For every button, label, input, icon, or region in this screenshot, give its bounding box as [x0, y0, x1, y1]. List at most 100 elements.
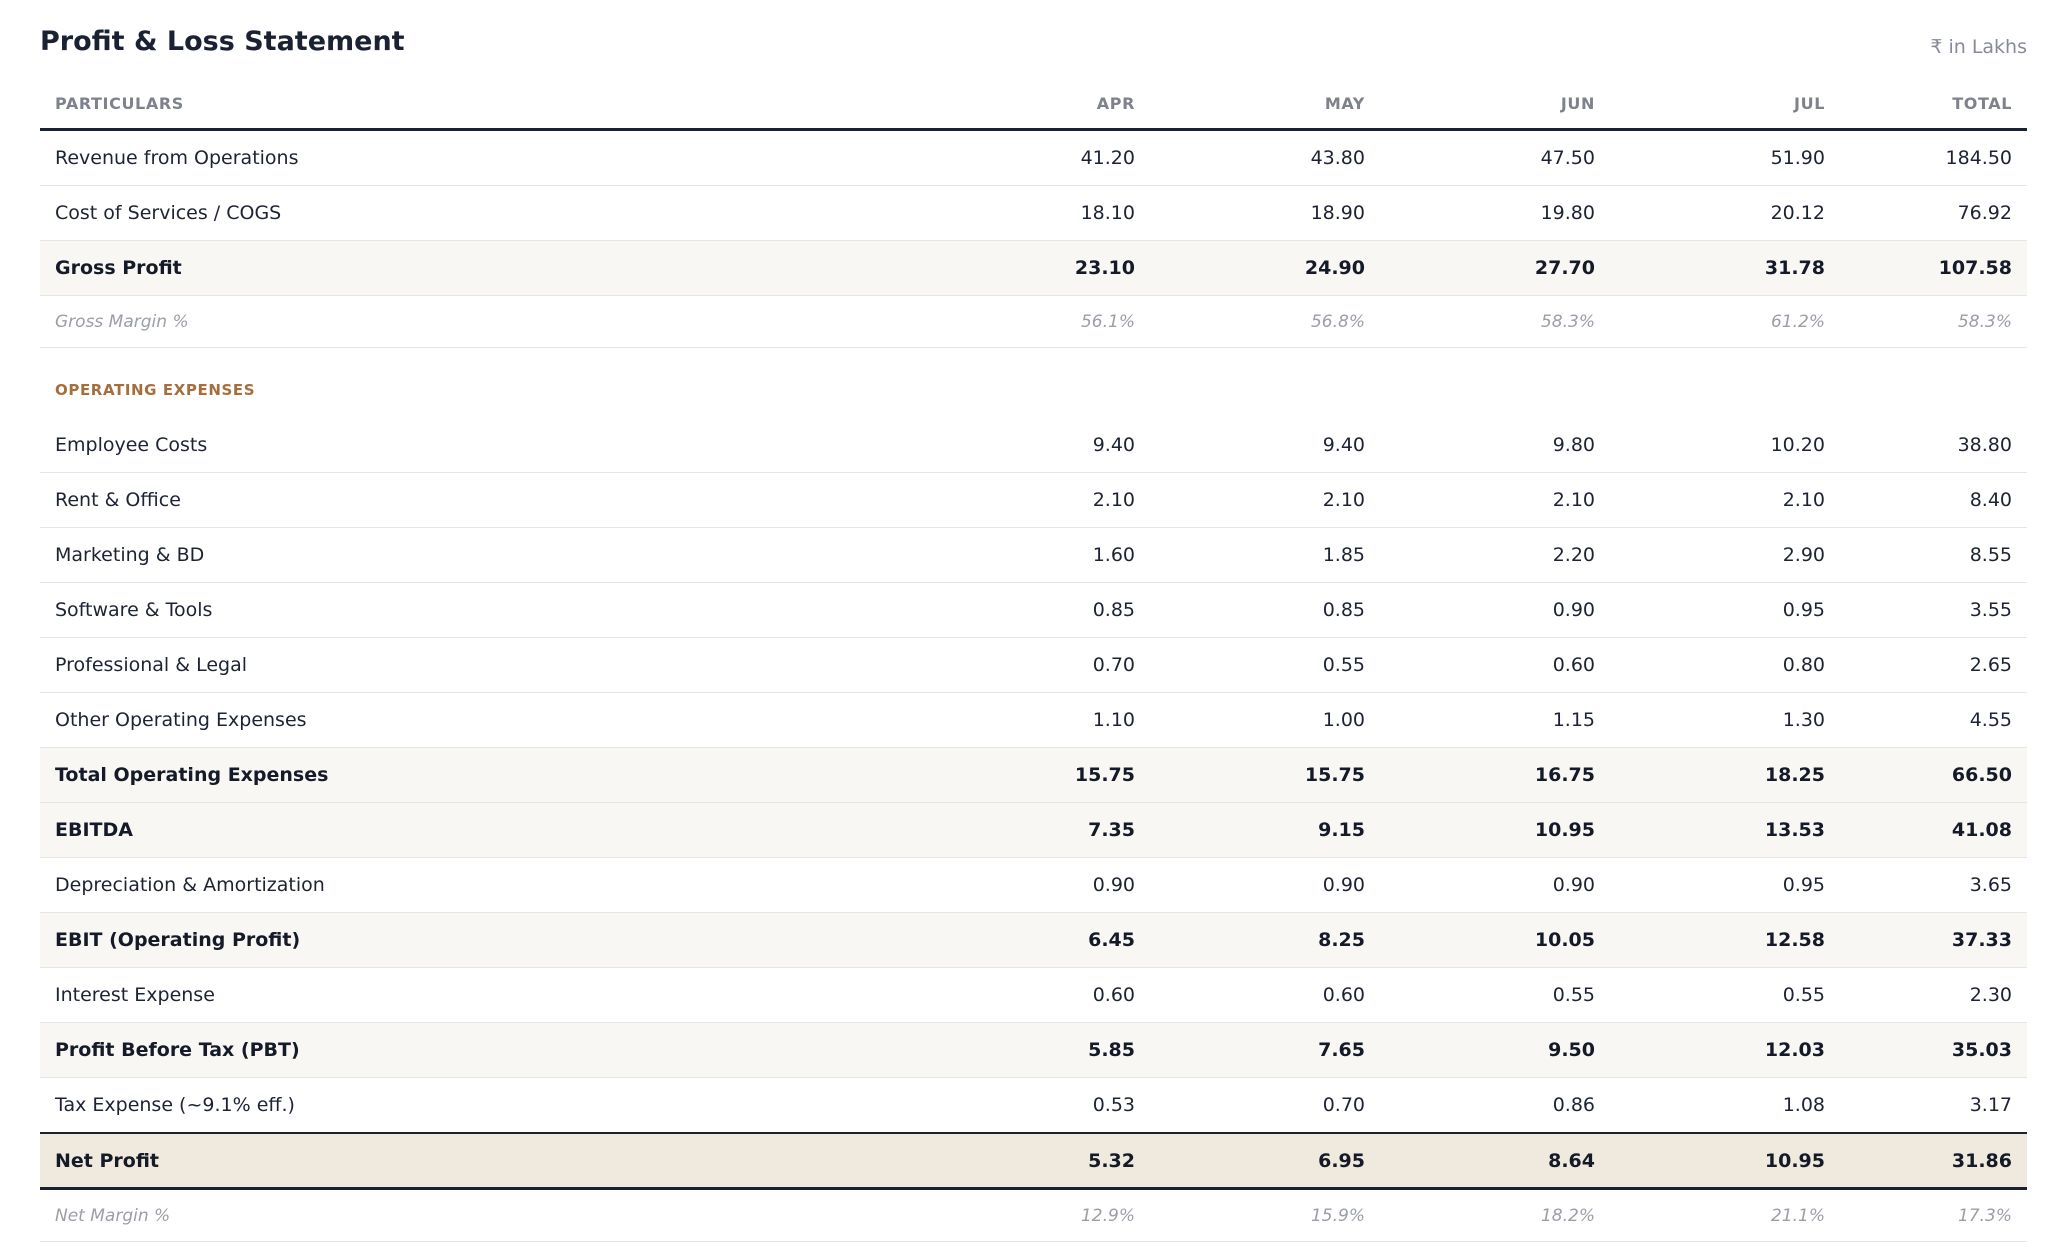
cell-may: 56.8%: [1150, 295, 1380, 348]
table-row: Cost of Services / COGS 18.10 18.90 19.80 20…: [40, 185, 2027, 241]
cell-apr: 1.60: [920, 527, 1150, 583]
cell-jun: 0.55: [1380, 967, 1610, 1023]
table-row: Total Operating Expenses 15.75 15.75 16.75 1…: [40, 747, 2027, 803]
cell-may: 1.85: [1150, 527, 1380, 583]
cell-jun: 27.70: [1380, 240, 1610, 296]
cell-jul: 1.08: [1610, 1077, 1840, 1134]
cell-total: 4.55: [1840, 692, 2027, 748]
cell-apr: 9.40: [920, 418, 1150, 473]
cell-may: 0.55: [1150, 637, 1380, 693]
cell-may: 0.70: [1150, 1077, 1380, 1134]
cell-total: 3.17: [1840, 1077, 2027, 1134]
table-row: Profit Before Tax (PBT) 5.85 7.65 9.50 12.03…: [40, 1022, 2027, 1078]
row-label: Depreciation & Amortization: [40, 857, 920, 913]
cell-apr: 0.60: [920, 967, 1150, 1023]
cell-jun: 10.05: [1380, 912, 1610, 968]
cell-total: 8.55: [1840, 527, 2027, 583]
table-row: Other Operating Expenses 1.10 1.00 1.15 1.30…: [40, 692, 2027, 748]
cell-jun: 58.3%: [1380, 295, 1610, 348]
cell-jun: 0.90: [1380, 857, 1610, 913]
table-row: Net Profit 5.32 6.95 8.64 10.95 31.86: [40, 1132, 2027, 1190]
col-header-total: TOTAL: [1840, 78, 2027, 131]
cell-may: 15.75: [1150, 747, 1380, 803]
cell-jun: 2.20: [1380, 527, 1610, 583]
cell-apr: 56.1%: [920, 295, 1150, 348]
cell-may: 24.90: [1150, 240, 1380, 296]
row-label: Other Operating Expenses: [40, 692, 920, 748]
row-label: Net Profit: [40, 1132, 920, 1190]
table-row: Software & Tools 0.85 0.85 0.90 0.95 3.55: [40, 582, 2027, 638]
row-label: Marketing & BD: [40, 527, 920, 583]
cell-jul: 0.95: [1610, 582, 1840, 638]
cell-total: 66.50: [1840, 747, 2027, 803]
cell-total: 184.50: [1840, 129, 2027, 186]
cell-may: 9.15: [1150, 802, 1380, 858]
cell-jun: 16.75: [1380, 747, 1610, 803]
cell-total: 2.30: [1840, 967, 2027, 1023]
cell-total: 3.65: [1840, 857, 2027, 913]
table-row: EBIT (Operating Profit) 6.45 8.25 10.05 12.5…: [40, 912, 2027, 968]
cell-apr: 6.45: [920, 912, 1150, 968]
cell-may: 18.90: [1150, 185, 1380, 241]
cell-jul: 13.53: [1610, 802, 1840, 858]
cell-jun: 0.86: [1380, 1077, 1610, 1134]
cell-jun: 1.15: [1380, 692, 1610, 748]
table-row: Gross Margin % 56.1% 56.8% 58.3% 61.2% 58.3%: [40, 295, 2027, 348]
cell-jun: 47.50: [1380, 129, 1610, 186]
cell-jul: 2.10: [1610, 472, 1840, 528]
cell-may: 1.00: [1150, 692, 1380, 748]
cell-jul: 61.2%: [1610, 295, 1840, 348]
unit-label: ₹ in Lakhs: [1930, 36, 2027, 58]
cell-jun: 19.80: [1380, 185, 1610, 241]
row-label: Total Operating Expenses: [40, 747, 920, 803]
cell-jul: 12.03: [1610, 1022, 1840, 1078]
cell-apr: 5.85: [920, 1022, 1150, 1078]
cell-total: 107.58: [1840, 240, 2027, 296]
row-label: Net Margin %: [40, 1188, 920, 1242]
section-header-row: OPERATING EXPENSES: [40, 348, 2027, 419]
cell-may: 6.95: [1150, 1132, 1380, 1190]
row-label: Software & Tools: [40, 582, 920, 638]
cell-jun: 10.95: [1380, 802, 1610, 858]
cell-total: 8.40: [1840, 472, 2027, 528]
cell-apr: 0.85: [920, 582, 1150, 638]
cell-jun: 8.64: [1380, 1132, 1610, 1190]
cell-total: 35.03: [1840, 1022, 2027, 1078]
cell-jul: 18.25: [1610, 747, 1840, 803]
cell-jul: 20.12: [1610, 185, 1840, 241]
row-label: Employee Costs: [40, 418, 920, 473]
cell-apr: 1.10: [920, 692, 1150, 748]
page-title: Profit & Loss Statement: [40, 26, 405, 57]
table-row: Interest Expense 0.60 0.60 0.55 0.55 2.30: [40, 967, 2027, 1023]
cell-jul: 12.58: [1610, 912, 1840, 968]
cell-apr: 15.75: [920, 747, 1150, 803]
table-row: EBITDA 7.35 9.15 10.95 13.53 41.08: [40, 802, 2027, 858]
cell-jul: 31.78: [1610, 240, 1840, 296]
row-label: EBIT (Operating Profit): [40, 912, 920, 968]
cell-total: 31.86: [1840, 1132, 2027, 1190]
statement-header: Profit & Loss Statement ₹ in Lakhs: [40, 22, 2027, 70]
cell-apr: 0.53: [920, 1077, 1150, 1134]
row-label: Gross Margin %: [40, 295, 920, 348]
row-label: Revenue from Operations: [40, 129, 920, 186]
table-row: Rent & Office 2.10 2.10 2.10 2.10 8.40: [40, 472, 2027, 528]
cell-jun: 9.50: [1380, 1022, 1610, 1078]
col-header-may: MAY: [1150, 78, 1380, 131]
cell-total: 17.3%: [1840, 1188, 2027, 1242]
cell-may: 9.40: [1150, 418, 1380, 473]
cell-total: 76.92: [1840, 185, 2027, 241]
cell-total: 41.08: [1840, 802, 2027, 858]
row-label: Tax Expense (~9.1% eff.): [40, 1077, 920, 1134]
table-row: Tax Expense (~9.1% eff.) 0.53 0.70 0.86 1.08…: [40, 1077, 2027, 1134]
cell-jun: 0.90: [1380, 582, 1610, 638]
cell-total: 2.65: [1840, 637, 2027, 693]
cell-apr: 12.9%: [920, 1188, 1150, 1242]
table-row: Depreciation & Amortization 0.90 0.90 0.90 0…: [40, 857, 2027, 913]
cell-total: 38.80: [1840, 418, 2027, 473]
section-label: OPERATING EXPENSES: [55, 381, 256, 399]
cell-apr: 0.90: [920, 857, 1150, 913]
cell-jul: 0.95: [1610, 857, 1840, 913]
cell-apr: 5.32: [920, 1132, 1150, 1190]
cell-total: 3.55: [1840, 582, 2027, 638]
cell-may: 0.90: [1150, 857, 1380, 913]
